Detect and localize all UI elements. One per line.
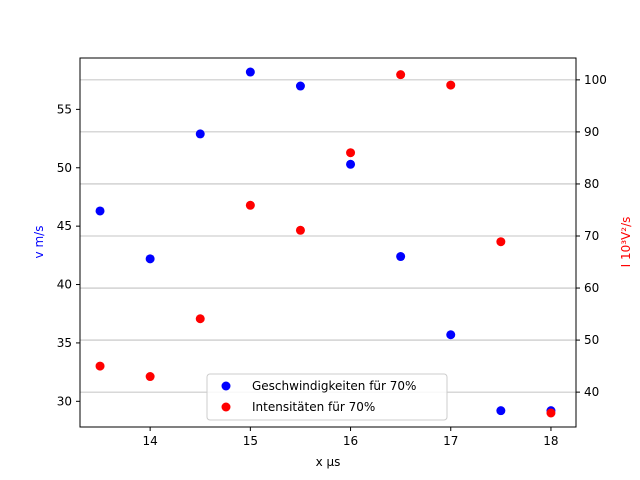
right-y-tick-label: 60 (584, 281, 599, 295)
legend-label-velocity: Geschwindigkeiten für 70% (252, 379, 416, 393)
intensity-point (346, 148, 356, 158)
right-y-tick-label: 80 (584, 177, 599, 191)
velocity-point (396, 252, 406, 262)
left-y-tick-label: 45 (57, 219, 72, 233)
right-y-tick-label: 90 (584, 125, 599, 139)
velocity-point (145, 254, 155, 264)
left-y-tick-label: 35 (57, 336, 72, 350)
velocity-point (95, 206, 105, 216)
right-y-tick-label: 50 (584, 333, 599, 347)
left-y-tick-label: 55 (57, 102, 72, 116)
intensity-point (145, 372, 155, 382)
data-points (95, 67, 556, 418)
x-tick-label: 15 (243, 434, 258, 448)
velocity-point (295, 81, 305, 91)
intensity-point (496, 237, 506, 247)
x-axis-label: x μs (316, 455, 341, 469)
legend: Geschwindigkeiten für 70% Intensitäten f… (206, 373, 448, 421)
left-y-tick-label: 40 (57, 278, 72, 292)
x-axis-ticks: 14 15 16 17 18 (143, 427, 559, 448)
velocity-point (446, 330, 456, 340)
left-y-axis-ticks: 30 35 40 45 50 55 (57, 102, 80, 408)
left-y-axis-label: v m/s (32, 226, 46, 259)
velocity-point (496, 406, 506, 416)
intensity-point (546, 408, 556, 418)
right-y-axis-ticks: 40 50 60 70 80 90 100 (576, 73, 607, 399)
x-tick-label: 16 (343, 434, 358, 448)
intensity-point (295, 225, 305, 235)
left-y-tick-label: 30 (57, 394, 72, 408)
velocity-point (346, 159, 356, 169)
intensity-point (396, 70, 406, 80)
legend-marker-blue (221, 381, 231, 391)
intensity-point (195, 314, 205, 324)
right-y-axis-label: I 10³V²/s (619, 217, 633, 268)
x-tick-label: 14 (143, 434, 158, 448)
right-y-tick-label: 70 (584, 229, 599, 243)
x-tick-label: 17 (443, 434, 458, 448)
intensity-point (446, 80, 456, 90)
left-y-tick-label: 50 (57, 161, 72, 175)
legend-marker-red (221, 402, 231, 412)
intensity-point (95, 361, 105, 371)
legend-box (206, 373, 448, 421)
intensity-point (245, 200, 255, 210)
right-y-tick-label: 100 (584, 73, 607, 87)
legend-label-intensity: Intensitäten für 70% (252, 400, 375, 414)
x-tick-label: 18 (543, 434, 558, 448)
velocity-point (195, 129, 205, 139)
grid-lines (80, 79, 576, 393)
right-y-tick-label: 40 (584, 385, 599, 399)
velocity-point (245, 67, 255, 77)
plot-frame (79, 57, 577, 428)
